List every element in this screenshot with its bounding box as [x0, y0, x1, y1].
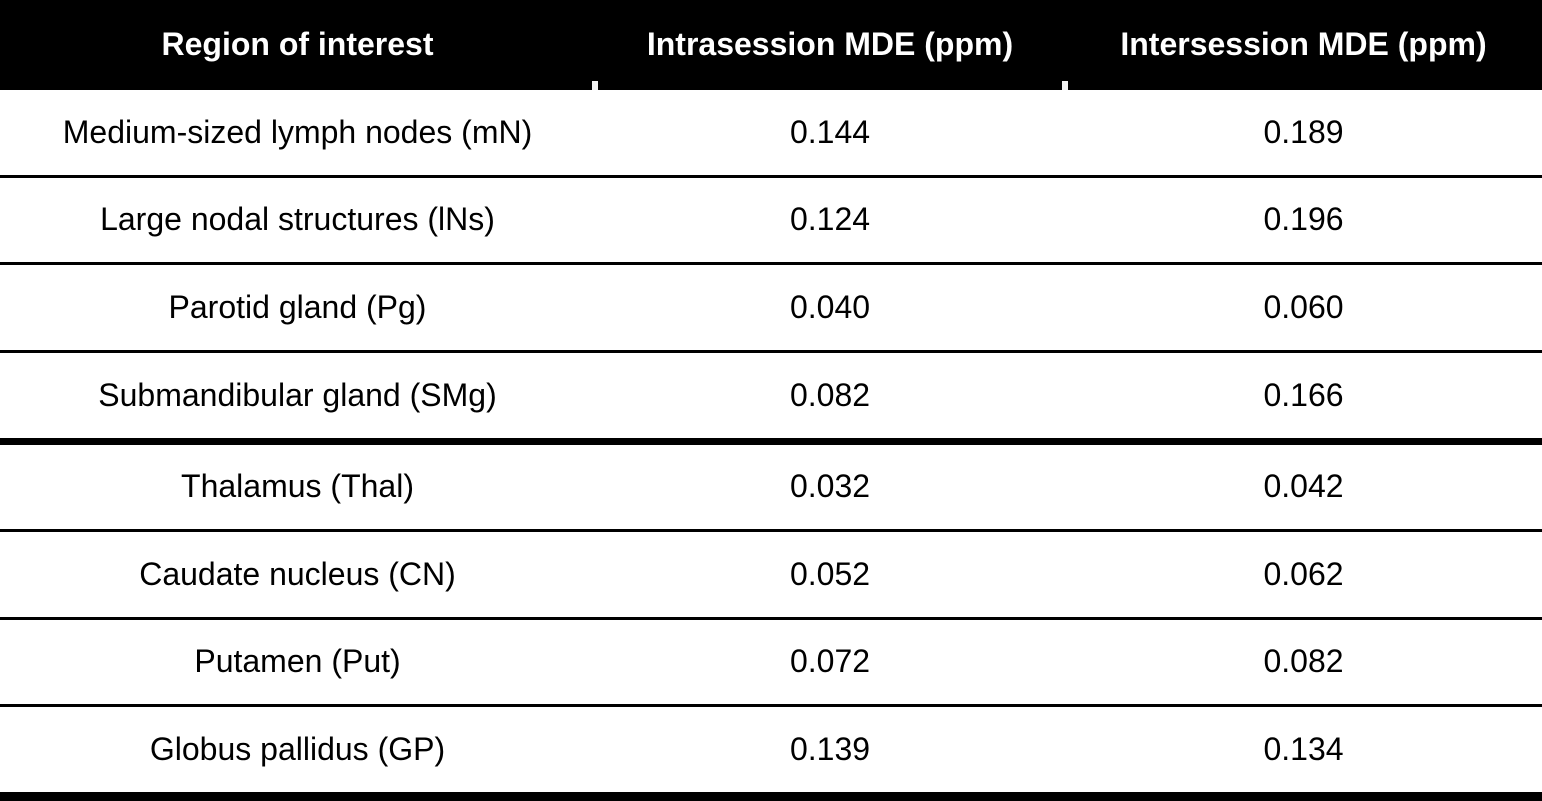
region-cell: Medium-sized lymph nodes (mN) — [62, 113, 533, 150]
intrasession-cell: 0.072 — [789, 643, 871, 680]
table-row: Submandibular gland (SMg) 0.082 0.166 — [0, 349, 1542, 438]
intrasession-cell: 0.052 — [789, 555, 871, 592]
region-cell: Globus pallidus (GP) — [149, 731, 446, 768]
region-cell: Thalamus (Thal) — [181, 468, 414, 505]
intrasession-cell: 0.032 — [789, 468, 871, 505]
intersession-cell: 0.060 — [1263, 288, 1344, 325]
header-column-gap — [1062, 81, 1068, 90]
intrasession-cell: 0.144 — [789, 113, 871, 150]
region-cell: Putamen (Put) — [194, 643, 401, 680]
intrasession-cell: 0.082 — [789, 376, 871, 413]
table-row: Medium-sized lymph nodes (mN) 0.144 0.18… — [0, 90, 1542, 175]
table-row: Parotid gland (Pg) 0.040 0.060 — [0, 262, 1542, 350]
intersession-cell: 0.189 — [1263, 113, 1344, 150]
header-region: Region of interest — [161, 26, 434, 63]
header-intersession: Intersession MDE (ppm) — [1120, 26, 1487, 63]
intersession-cell: 0.042 — [1263, 468, 1344, 505]
table-row: Putamen (Put) 0.072 0.082 — [0, 616, 1542, 705]
header-intrasession: Intrasession MDE (ppm) — [646, 26, 1014, 63]
intrasession-cell: 0.124 — [789, 201, 871, 238]
table-row: Caudate nucleus (CN) 0.052 0.062 — [0, 529, 1542, 617]
region-cell: Parotid gland (Pg) — [168, 288, 427, 325]
table-row: Thalamus (Thal) 0.032 0.042 — [0, 437, 1542, 530]
intrasession-cell: 0.040 — [789, 288, 871, 325]
table-row: Globus pallidus (GP) 0.139 0.134 — [0, 704, 1542, 792]
header-column-gap — [592, 81, 598, 90]
table-header-row: Region of interest Intrasession MDE (ppm… — [0, 0, 1542, 90]
intersession-cell: 0.196 — [1263, 201, 1344, 238]
intersession-cell: 0.166 — [1263, 376, 1344, 413]
region-cell: Caudate nucleus (CN) — [139, 555, 456, 592]
region-cell: Large nodal structures (lNs) — [100, 201, 495, 238]
region-cell: Submandibular gland (SMg) — [98, 376, 497, 413]
intersession-cell: 0.062 — [1263, 555, 1344, 592]
intrasession-cell: 0.139 — [789, 731, 871, 768]
intersession-cell: 0.082 — [1263, 643, 1344, 680]
table-row: Large nodal structures (lNs) 0.124 0.196 — [0, 174, 1542, 263]
intersession-cell: 0.134 — [1263, 731, 1344, 768]
